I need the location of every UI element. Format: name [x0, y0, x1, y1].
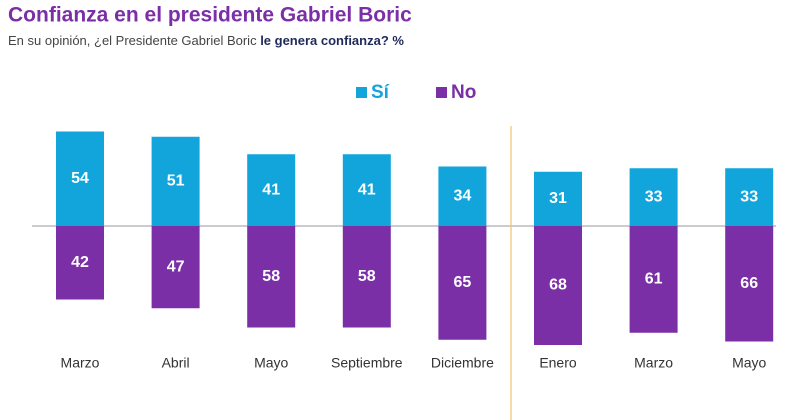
- x-tick-label: Diciembre: [431, 355, 494, 371]
- legend-label: No: [451, 82, 476, 103]
- subtitle-part: le genera confianza: [260, 33, 381, 48]
- bar: [247, 154, 296, 226]
- bar: [534, 171, 582, 226]
- bar: [629, 226, 678, 333]
- x-tick-label: Septiembre: [331, 355, 403, 371]
- value-label: 33: [645, 188, 663, 205]
- bar: [629, 168, 678, 226]
- value-label: 65: [454, 274, 472, 291]
- value-label: 33: [740, 188, 758, 205]
- x-tick-label: Abril: [162, 355, 190, 371]
- chart-title: Confianza en el presidente Gabriel Boric: [8, 4, 412, 27]
- bar: [438, 166, 487, 226]
- bar: [247, 226, 296, 328]
- bar: [56, 131, 104, 226]
- x-tick-label: Mayo: [254, 355, 288, 371]
- value-label: 34: [454, 187, 472, 204]
- value-label: 42: [71, 254, 89, 271]
- bar: [56, 226, 104, 300]
- bar: [151, 136, 200, 226]
- value-label: 68: [549, 277, 567, 294]
- legend-label: Sí: [371, 82, 390, 103]
- value-label: 31: [549, 190, 567, 207]
- value-label: 54: [71, 170, 89, 187]
- x-tick-label: Mayo: [732, 355, 766, 371]
- value-label: 58: [262, 268, 280, 285]
- x-tick-label: Marzo: [634, 355, 673, 371]
- x-tick-label: Marzo: [61, 355, 100, 371]
- subtitle-part: En su opinión, ¿el Presidente Gabriel Bo…: [8, 33, 260, 48]
- value-label: 47: [167, 258, 185, 275]
- value-label: 41: [358, 181, 376, 198]
- legend-swatch: [356, 87, 367, 98]
- bar: [151, 226, 200, 309]
- legend-swatch: [436, 87, 447, 98]
- value-label: 58: [358, 268, 376, 285]
- bar: [438, 226, 487, 340]
- value-label: 66: [740, 275, 758, 292]
- value-label: 61: [645, 271, 663, 288]
- chart-subtitle: En su opinión, ¿el Presidente Gabriel Bo…: [8, 33, 404, 48]
- bar: [725, 168, 774, 226]
- value-label: 51: [167, 173, 185, 190]
- subtitle-part: ? %: [381, 33, 405, 48]
- value-label: 41: [262, 181, 280, 198]
- bar: [725, 226, 774, 342]
- bar: [342, 154, 391, 226]
- bar: [534, 226, 582, 345]
- bar: [342, 226, 391, 328]
- x-tick-label: Enero: [539, 355, 577, 371]
